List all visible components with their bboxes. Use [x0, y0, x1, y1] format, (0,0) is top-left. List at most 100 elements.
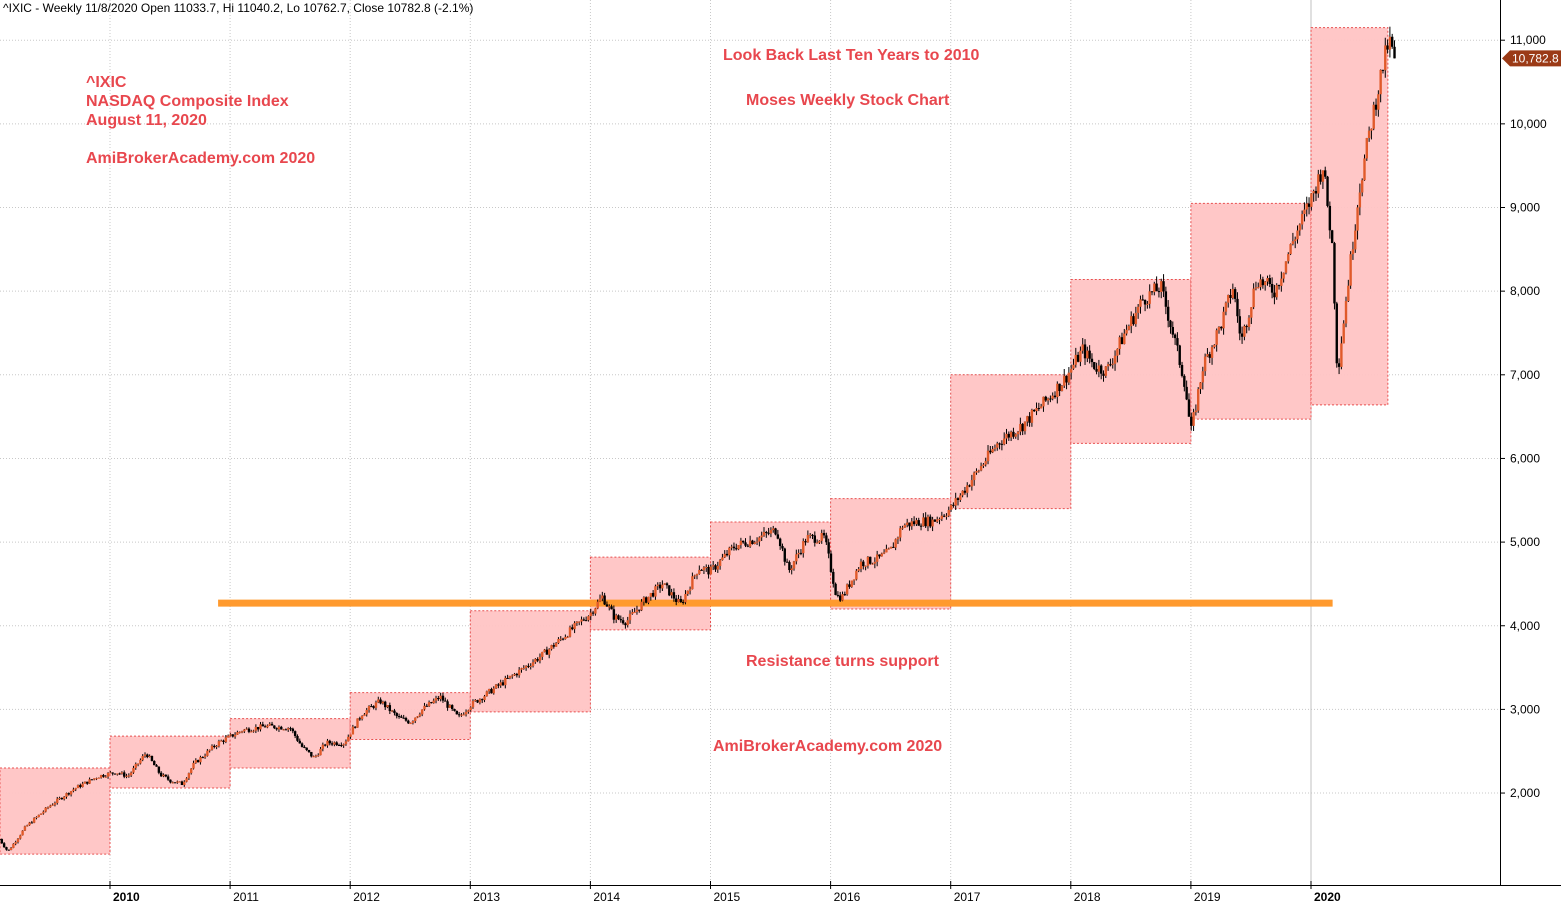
candle-body — [240, 731, 244, 733]
candle-body — [245, 728, 248, 730]
candle-body — [834, 583, 837, 595]
candle-body — [684, 593, 687, 603]
candle-body — [954, 498, 957, 506]
candle-body — [342, 744, 345, 746]
candle-body — [845, 584, 849, 595]
candle-body — [139, 759, 142, 764]
candle-body — [1294, 239, 1297, 242]
candle-body — [1067, 372, 1071, 383]
candle-body — [737, 545, 740, 550]
candle-body — [1377, 94, 1380, 110]
candle-body — [843, 594, 847, 596]
candle-body — [626, 620, 629, 626]
candle-body — [1335, 303, 1338, 364]
candle-body — [1007, 433, 1011, 438]
candle-body — [501, 682, 505, 686]
candle-body — [141, 756, 144, 760]
candle-body — [744, 542, 747, 546]
candle-body — [857, 569, 860, 571]
candle-body — [21, 830, 24, 836]
candle-body — [1344, 301, 1348, 324]
candle-body — [203, 755, 207, 758]
candle-body — [1328, 205, 1332, 231]
candle-body — [975, 471, 978, 473]
candle-body — [959, 495, 962, 500]
candle-body — [940, 515, 944, 519]
candle-body — [638, 609, 641, 611]
candle-body — [353, 726, 357, 728]
candle-body — [1217, 326, 1221, 331]
candle-body — [1028, 416, 1031, 423]
candle-body — [1063, 375, 1066, 386]
candle-body — [414, 717, 417, 722]
candle-body — [1340, 343, 1343, 367]
candle-body — [899, 528, 902, 538]
candle-body — [1086, 350, 1089, 359]
candle-body — [677, 598, 680, 602]
resistance-label: Resistance turns support — [746, 653, 939, 670]
candle-body — [547, 649, 551, 655]
candle-body — [291, 728, 295, 732]
candle-body — [815, 542, 819, 544]
x-year-label: 2015 — [714, 890, 741, 904]
candle-body — [303, 746, 306, 748]
candle-body — [557, 638, 560, 644]
candle-body — [1088, 350, 1091, 359]
candle-body — [1282, 272, 1285, 279]
candle-body — [762, 532, 766, 536]
candle-body — [1125, 329, 1128, 334]
range-box-2018 — [1070, 278, 1192, 444]
candle-body — [989, 450, 992, 453]
candle-body — [384, 701, 387, 708]
candle-body — [582, 619, 586, 621]
candle-body — [1245, 326, 1248, 328]
candle-body — [991, 449, 994, 453]
candle-body — [529, 665, 532, 667]
candle-body — [792, 561, 796, 569]
candle-body — [86, 781, 89, 784]
candle-body — [450, 705, 454, 709]
candle-body — [631, 612, 634, 614]
candle-body — [351, 726, 355, 735]
candle-body — [691, 576, 694, 590]
candle-body — [420, 709, 424, 715]
candle-body — [185, 778, 188, 782]
candle-body — [296, 735, 299, 741]
candle-body — [1250, 307, 1253, 318]
candle-body — [483, 696, 486, 701]
candle-body — [317, 755, 320, 757]
candle-body — [584, 620, 588, 622]
candle-body — [825, 535, 828, 543]
candle-body — [952, 504, 955, 506]
candle-body — [894, 539, 897, 548]
candle-body — [783, 548, 786, 562]
candle-body — [908, 522, 911, 527]
candle-body — [173, 782, 177, 784]
candle-body — [968, 485, 971, 487]
candle-body — [1143, 299, 1147, 305]
candle-body — [850, 580, 853, 587]
candle-body — [573, 623, 576, 630]
candle-body — [601, 595, 604, 599]
candle-body — [171, 782, 174, 784]
candle-body — [945, 515, 948, 517]
candle-body — [998, 443, 1001, 445]
candle-body — [1118, 337, 1121, 349]
candle-body — [335, 742, 338, 745]
date-label: August 11, 2020 — [86, 112, 207, 129]
candle-body — [125, 775, 128, 777]
candle-body — [243, 729, 246, 732]
candle-body — [97, 777, 101, 779]
y-tick-label: 2,000 — [1510, 786, 1540, 800]
candle-body — [758, 537, 761, 542]
candle-body — [1136, 306, 1140, 313]
candle-body — [1046, 398, 1050, 401]
x-year-label: 2010 — [113, 890, 140, 904]
candle-body — [39, 813, 43, 815]
candle-body — [785, 561, 789, 563]
candle-body — [693, 575, 696, 577]
chart-header: ^IXIC - Weekly 11/8/2020 Open 11033.7, H… — [3, 1, 474, 15]
candle-body — [1337, 363, 1341, 367]
candle-body — [448, 705, 452, 708]
candle-body — [409, 723, 412, 725]
